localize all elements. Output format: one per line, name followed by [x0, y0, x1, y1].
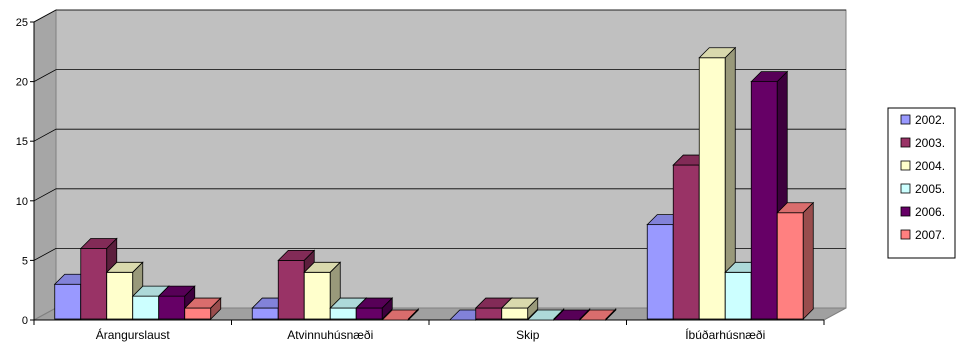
bar-side [802, 201, 814, 320]
bar-2007-3 [776, 201, 815, 320]
bar-front [184, 307, 212, 320]
x-tick-label-2: Skip [516, 328, 540, 342]
x-tick-label-3: Íbúðarhúsnæði [685, 327, 765, 342]
legend-label: 2005. [915, 182, 945, 196]
y-tick-label-10: 10 [16, 196, 28, 208]
x-axis-labels: Árangurslaust Atvinnuhúsnæði Skip Íbúðarhús… [33, 320, 825, 342]
bar-front [106, 271, 134, 320]
x-tick-label-1: Atvinnuhúsnæði [287, 328, 373, 342]
bar-side [527, 297, 539, 320]
legend: 2002. 2003. 2004. 2005. 2006. 2007. [887, 107, 956, 259]
gridline-5 [33, 247, 846, 261]
legend-swatch [900, 183, 911, 194]
bar-side [407, 308, 419, 321]
bar-front [355, 307, 383, 320]
y-axis-ticks: 0 5 10 15 20 25 [16, 17, 34, 327]
legend-item-2004: 2004. [900, 159, 945, 173]
gridline-20 [33, 69, 846, 82]
bar-front [80, 248, 108, 320]
legend-label: 2004. [915, 159, 945, 173]
bar-front [251, 307, 279, 320]
x-tick-label-0: Árangurslaust [96, 327, 171, 342]
legend-item-2007: 2007. [900, 228, 945, 242]
bar-2007-2 [578, 308, 617, 321]
bar-front [158, 295, 186, 320]
legend-item-2003: 2003. [900, 136, 945, 150]
gridline-15 [33, 128, 846, 142]
legend-box [887, 107, 956, 259]
legend-item-2002: 2002. [900, 113, 945, 127]
legend-swatch [900, 229, 911, 240]
bar-front [724, 271, 752, 320]
bar-front [776, 212, 804, 320]
y-tick-label-0: 0 [22, 315, 28, 327]
side-wall [33, 9, 57, 321]
bar-front [501, 307, 529, 320]
bars [53, 46, 815, 321]
legend-swatch [900, 137, 911, 148]
legend-label: 2003. [915, 136, 945, 150]
legend-swatch [900, 114, 911, 125]
bar-front [277, 259, 305, 320]
bar-2007-1 [381, 308, 420, 321]
bar-front [132, 295, 160, 320]
y-tick-label-20: 20 [16, 77, 28, 89]
y-tick-label-5: 5 [22, 255, 28, 267]
bar-2004-3 [698, 46, 737, 320]
bar-front [750, 81, 778, 320]
gridline-10 [33, 188, 846, 202]
bar-front [329, 307, 357, 320]
bar-2006-1 [355, 297, 394, 320]
legend-item-2006: 2006. [900, 205, 945, 219]
bar-side [210, 297, 222, 320]
bar-front [54, 283, 82, 320]
bar-2007-0 [183, 297, 222, 320]
bar-front [672, 164, 700, 320]
legend-swatch [900, 206, 911, 217]
bar-2006-3 [750, 70, 789, 320]
gridlines [33, 9, 846, 261]
legend-label: 2002. [915, 113, 945, 127]
bar-side [605, 308, 617, 321]
y-tick-label-15: 15 [16, 136, 28, 148]
bar-side [381, 297, 393, 320]
y-tick-label-25: 25 [16, 17, 28, 29]
legend-label: 2007. [915, 228, 945, 242]
bar-front [646, 224, 674, 320]
legend-swatch [900, 160, 911, 171]
bar-front [698, 57, 726, 320]
bar-front [475, 307, 503, 320]
bar-2004-2 [500, 297, 539, 320]
gridline-25 [33, 9, 846, 23]
legend-item-2005: 2005. [900, 182, 945, 196]
legend-label: 2006. [915, 205, 945, 219]
bar-front [303, 271, 331, 320]
